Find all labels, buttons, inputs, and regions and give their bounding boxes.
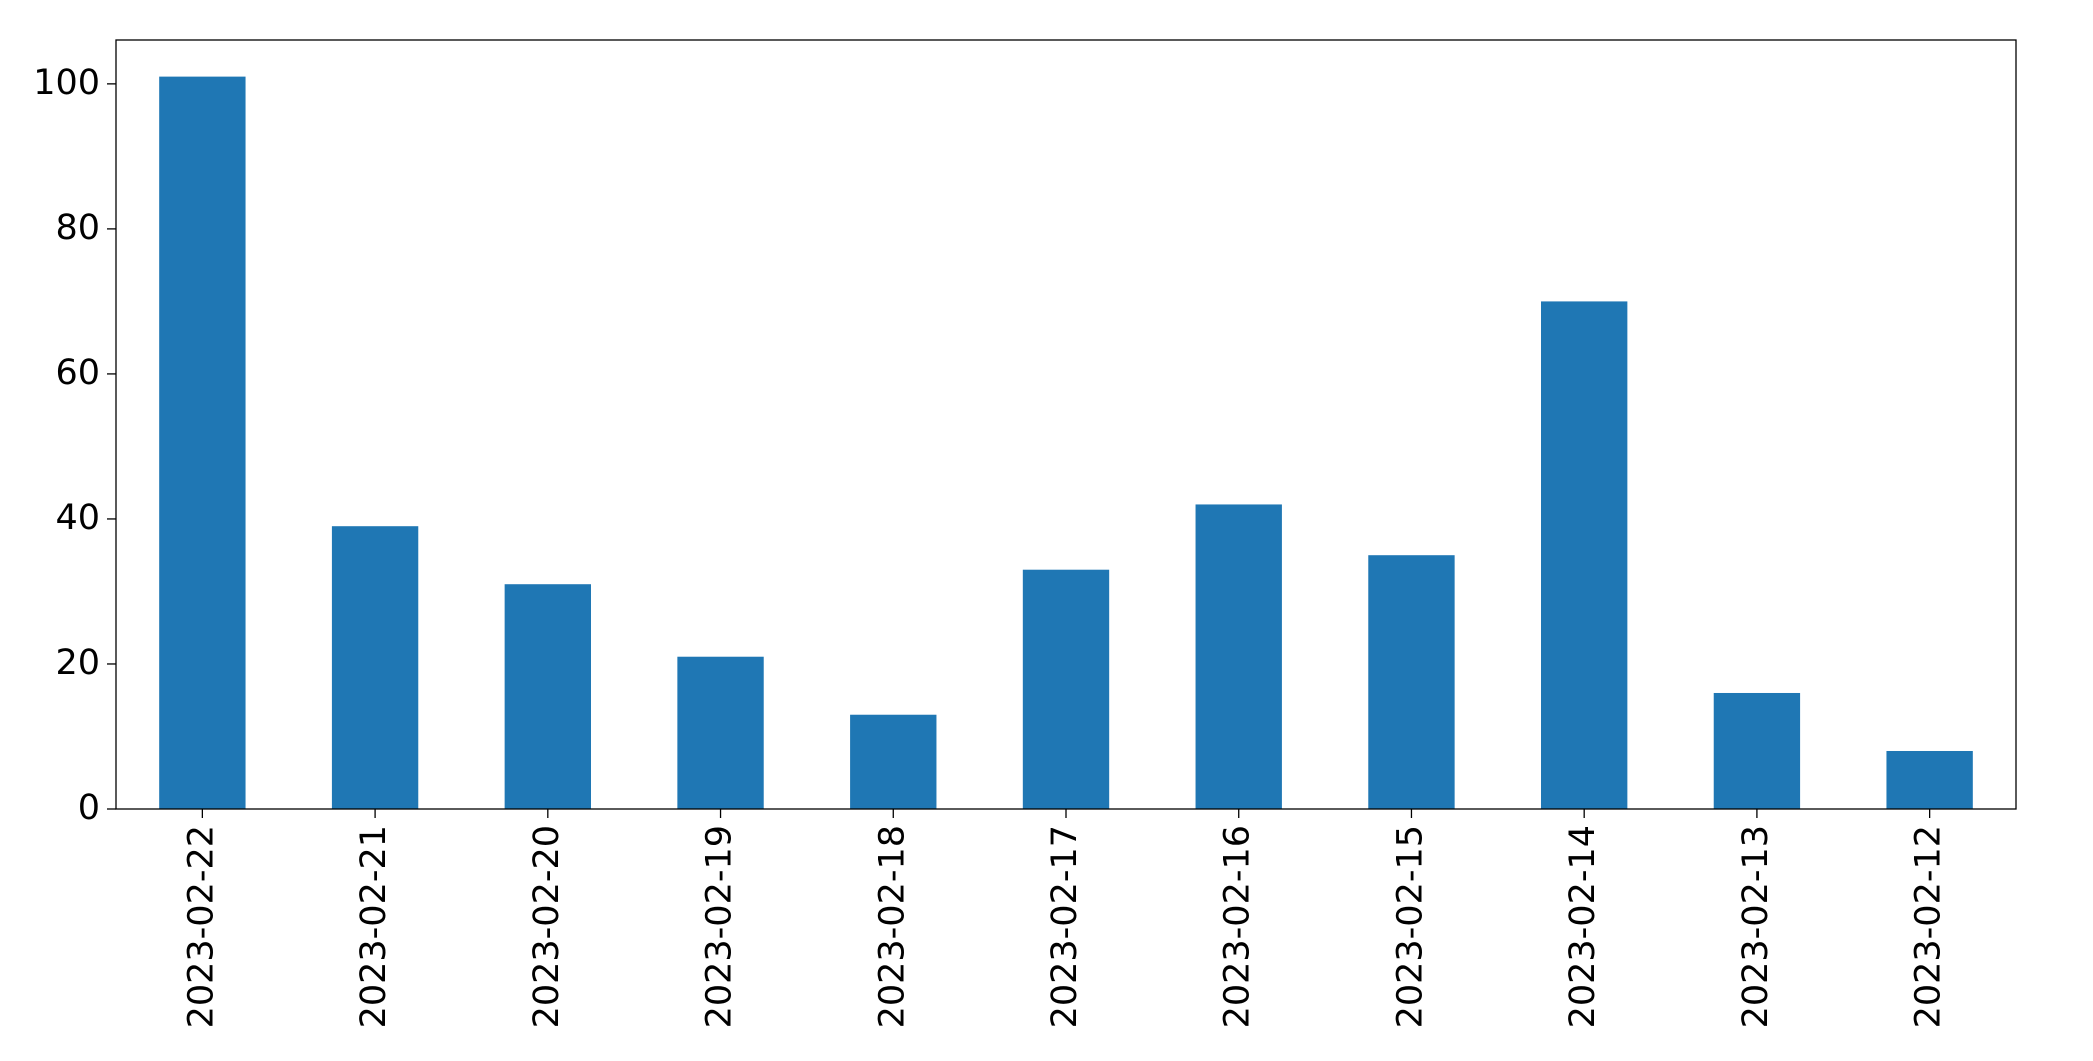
bar xyxy=(1713,692,1801,809)
x-tick-label: 2023-02-22 xyxy=(181,825,221,1028)
y-tick-label: 40 xyxy=(55,498,100,538)
bar xyxy=(677,656,764,809)
bar xyxy=(850,714,937,809)
bar xyxy=(1195,504,1282,809)
x-tick-label: 2023-02-18 xyxy=(872,825,912,1028)
bar xyxy=(1022,569,1110,809)
bar xyxy=(1541,301,1628,809)
y-tick-label: 60 xyxy=(55,353,100,393)
bar xyxy=(1368,555,1455,809)
x-tick-label: 2023-02-12 xyxy=(1909,825,1949,1028)
y-tick-label: 80 xyxy=(55,208,100,248)
y-tick-label: 100 xyxy=(33,63,100,103)
y-tick-label: 20 xyxy=(55,643,100,683)
x-tick-label: 2023-02-21 xyxy=(354,825,394,1028)
x-tick-label: 2023-02-15 xyxy=(1390,825,1430,1028)
axes-frame xyxy=(115,39,2017,810)
y-tick-label: 0 xyxy=(78,788,100,828)
bar xyxy=(504,584,591,809)
x-tick-label: 2023-02-14 xyxy=(1563,825,1603,1028)
bar xyxy=(1886,750,1973,809)
x-tick-label: 2023-02-16 xyxy=(1218,825,1258,1028)
x-tick-label: 2023-02-20 xyxy=(527,825,567,1028)
x-tick-label: 2023-02-13 xyxy=(1736,825,1776,1028)
x-tick-label: 2023-02-19 xyxy=(700,825,740,1028)
bar xyxy=(159,76,246,810)
x-tick-label: 2023-02-17 xyxy=(1045,825,1085,1028)
bar xyxy=(331,526,419,809)
